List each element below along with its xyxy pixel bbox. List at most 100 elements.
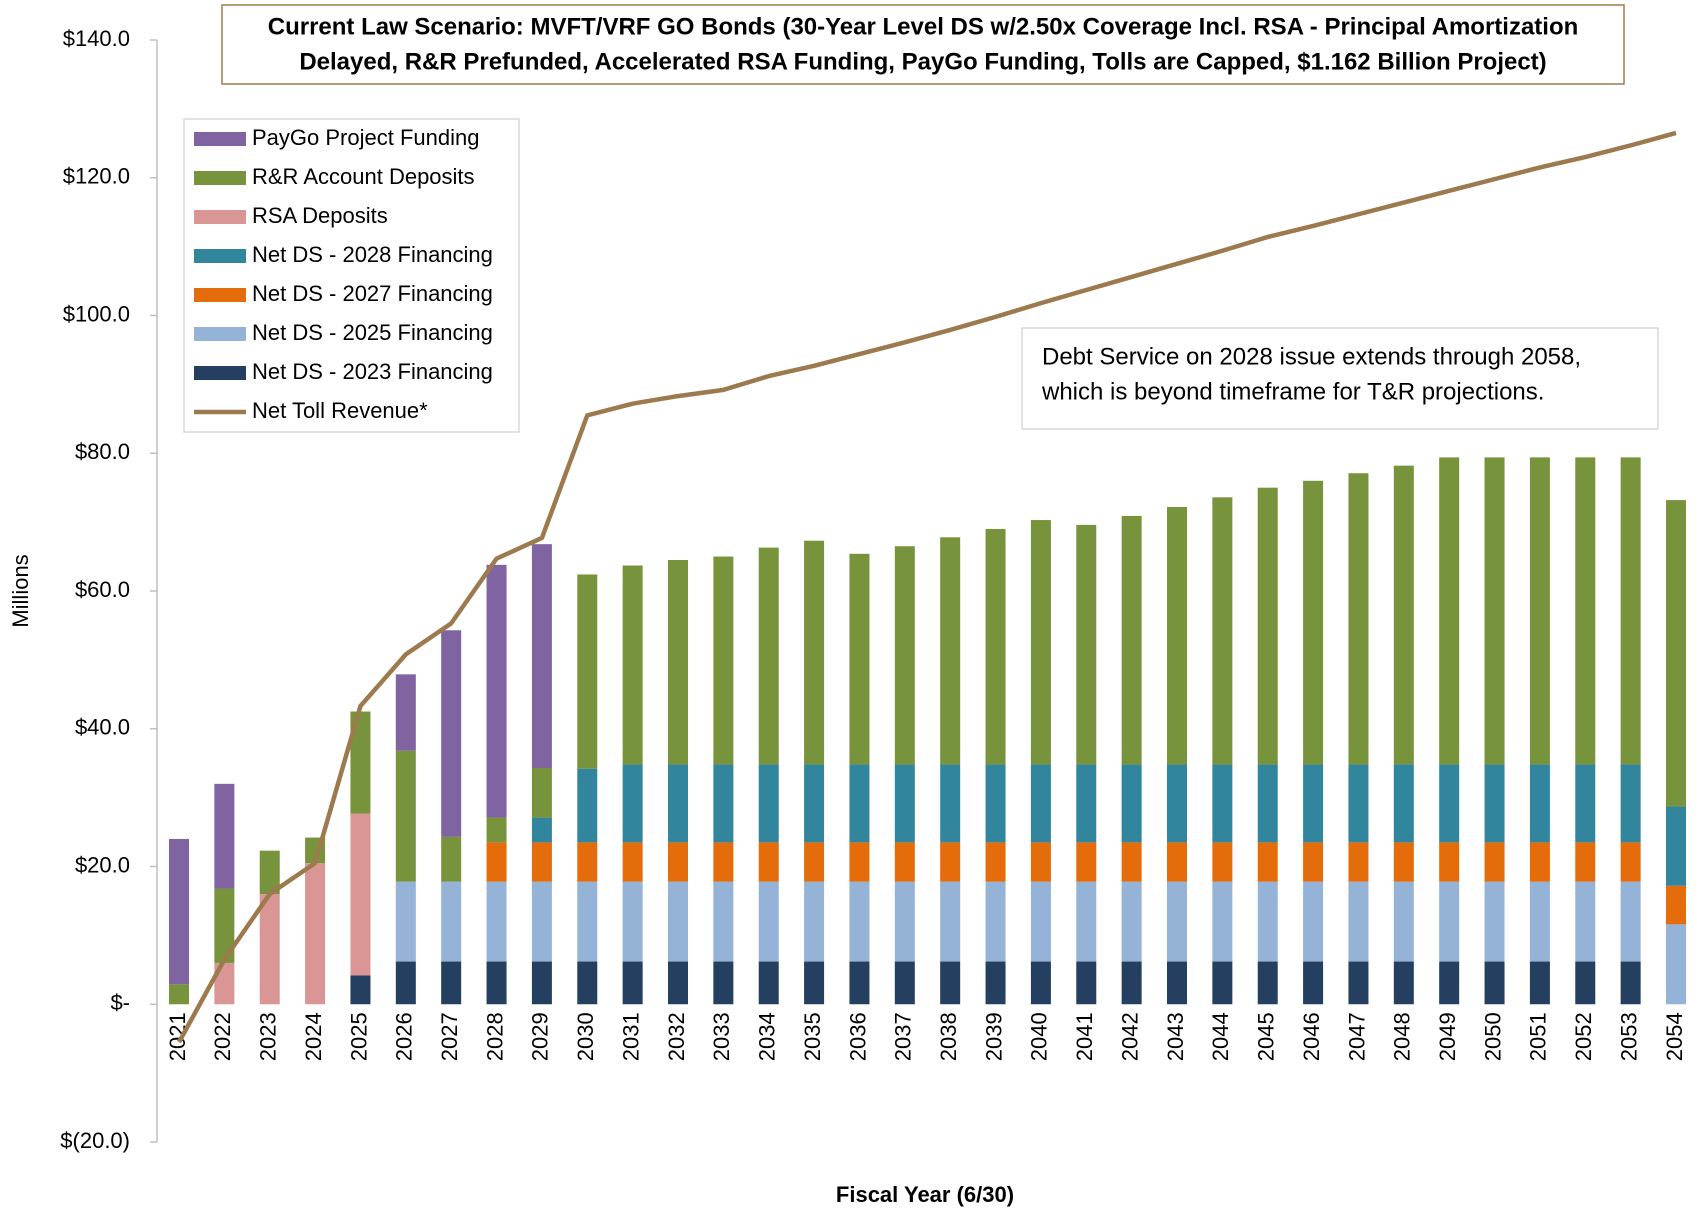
- bar-segment: [758, 547, 779, 765]
- bar-segment: [622, 961, 643, 1005]
- x-axis-title: Fiscal Year (6/30): [836, 1182, 1014, 1207]
- bar-segment: [1257, 842, 1278, 882]
- x-tick-label: 2050: [1480, 1012, 1505, 1061]
- annotation-box: [1021, 327, 1659, 430]
- bar-segment: [1439, 842, 1460, 882]
- bar-segment: [1212, 961, 1233, 1005]
- y-axis-title: Millions: [8, 554, 33, 627]
- bar-segment: [486, 564, 507, 818]
- bar-segment: [804, 961, 825, 1005]
- bar-segment: [395, 750, 416, 882]
- bar-segment: [1030, 961, 1051, 1005]
- bar-segment: [894, 764, 915, 843]
- bar-segment: [894, 546, 915, 765]
- legend-swatch: [194, 249, 246, 263]
- bar-segment: [577, 768, 598, 843]
- bar-segment: [1076, 842, 1097, 882]
- bar-segment: [1393, 842, 1414, 882]
- annotation: Debt Service on 2028 issue extends throu…: [1042, 343, 1581, 370]
- bar-segment: [1575, 457, 1596, 765]
- bar-segment: [1348, 961, 1369, 1005]
- bar-segment: [1529, 764, 1550, 843]
- bar-segment: [940, 881, 961, 962]
- bar-segment: [668, 560, 688, 765]
- bar-segment: [531, 544, 552, 769]
- bar-segment: [940, 961, 961, 1005]
- bar-segment: [1348, 842, 1369, 882]
- legend-swatch: [194, 327, 246, 341]
- bar-segment: [1303, 480, 1324, 765]
- bar-segment: [531, 817, 552, 843]
- bar-segment: [894, 961, 915, 1005]
- x-tick-label: 2022: [210, 1012, 235, 1061]
- bar-segment: [1257, 487, 1278, 765]
- x-tick-label: 2039: [981, 1012, 1006, 1061]
- bar-segment: [894, 842, 915, 882]
- bar-segment: [1076, 961, 1097, 1005]
- legend-swatch: [194, 132, 246, 146]
- bar-segment: [577, 574, 598, 769]
- y-tick-label: $100.0: [63, 301, 130, 326]
- bar-segment: [1529, 881, 1550, 962]
- bar-segment: [1303, 881, 1324, 962]
- legend-label: Net Toll Revenue*: [252, 398, 428, 423]
- bar-segment: [849, 764, 870, 843]
- x-tick-label: 2038: [936, 1012, 961, 1061]
- x-tick-label: 2043: [1163, 1012, 1188, 1061]
- bar-segment: [486, 817, 507, 843]
- bar-segment: [169, 838, 189, 985]
- bar-segment: [668, 961, 688, 1005]
- bar-segment: [713, 764, 734, 843]
- x-tick-label: 2029: [528, 1012, 553, 1061]
- bar-segment: [1666, 885, 1686, 925]
- y-tick-label: $-: [110, 990, 130, 1015]
- legend-label: RSA Deposits: [252, 203, 388, 228]
- bar-segment: [1121, 881, 1142, 962]
- bar-segment: [1076, 524, 1097, 765]
- bar-segment: [849, 553, 870, 765]
- bar-segment: [668, 764, 688, 843]
- bar-segment: [577, 842, 598, 882]
- bar-segment: [1393, 764, 1414, 843]
- bar-segment: [1575, 842, 1596, 882]
- x-tick-label: 2037: [891, 1012, 916, 1061]
- x-tick-label: 2024: [301, 1012, 326, 1061]
- bar-segment: [486, 961, 507, 1005]
- bar-segment: [668, 881, 688, 962]
- bar-segment: [1484, 457, 1505, 765]
- y-tick-label: $40.0: [75, 715, 130, 740]
- bar-segment: [849, 881, 870, 962]
- bar-segment: [1167, 506, 1187, 765]
- bar-segment: [305, 863, 326, 1005]
- x-tick-label: 2040: [1027, 1012, 1052, 1061]
- bar-segment: [350, 813, 371, 976]
- bar-segment: [985, 842, 1006, 882]
- bar-segment: [486, 881, 507, 962]
- x-tick-label: 2042: [1117, 1012, 1142, 1061]
- bar-segment: [1575, 881, 1596, 962]
- bar-segment: [713, 556, 734, 765]
- bar-segment: [1303, 842, 1324, 882]
- x-tick-label: 2025: [346, 1012, 371, 1061]
- bar-segment: [1620, 961, 1641, 1005]
- x-tick-label: 2046: [1299, 1012, 1324, 1061]
- bar-segment: [1620, 881, 1641, 962]
- bar-segment: [622, 565, 643, 765]
- x-tick-label: 2041: [1072, 1012, 1097, 1061]
- bar-segment: [1666, 806, 1686, 886]
- bar-segment: [622, 842, 643, 882]
- bar-segment: [1666, 500, 1686, 807]
- bar-segment: [804, 842, 825, 882]
- bar-segment: [758, 842, 779, 882]
- bar-segment: [940, 537, 961, 765]
- bar-segment: [758, 764, 779, 843]
- bar-segment: [1303, 764, 1324, 843]
- bar-segment: [1620, 842, 1641, 882]
- x-tick-label: 2023: [256, 1012, 281, 1061]
- bar-segment: [1167, 881, 1187, 962]
- legend-label: Net DS - 2025 Financing: [252, 320, 493, 345]
- bar-segment: [804, 764, 825, 843]
- bar-segment: [1439, 764, 1460, 843]
- bar-segment: [395, 674, 416, 751]
- bar-segment: [259, 850, 280, 895]
